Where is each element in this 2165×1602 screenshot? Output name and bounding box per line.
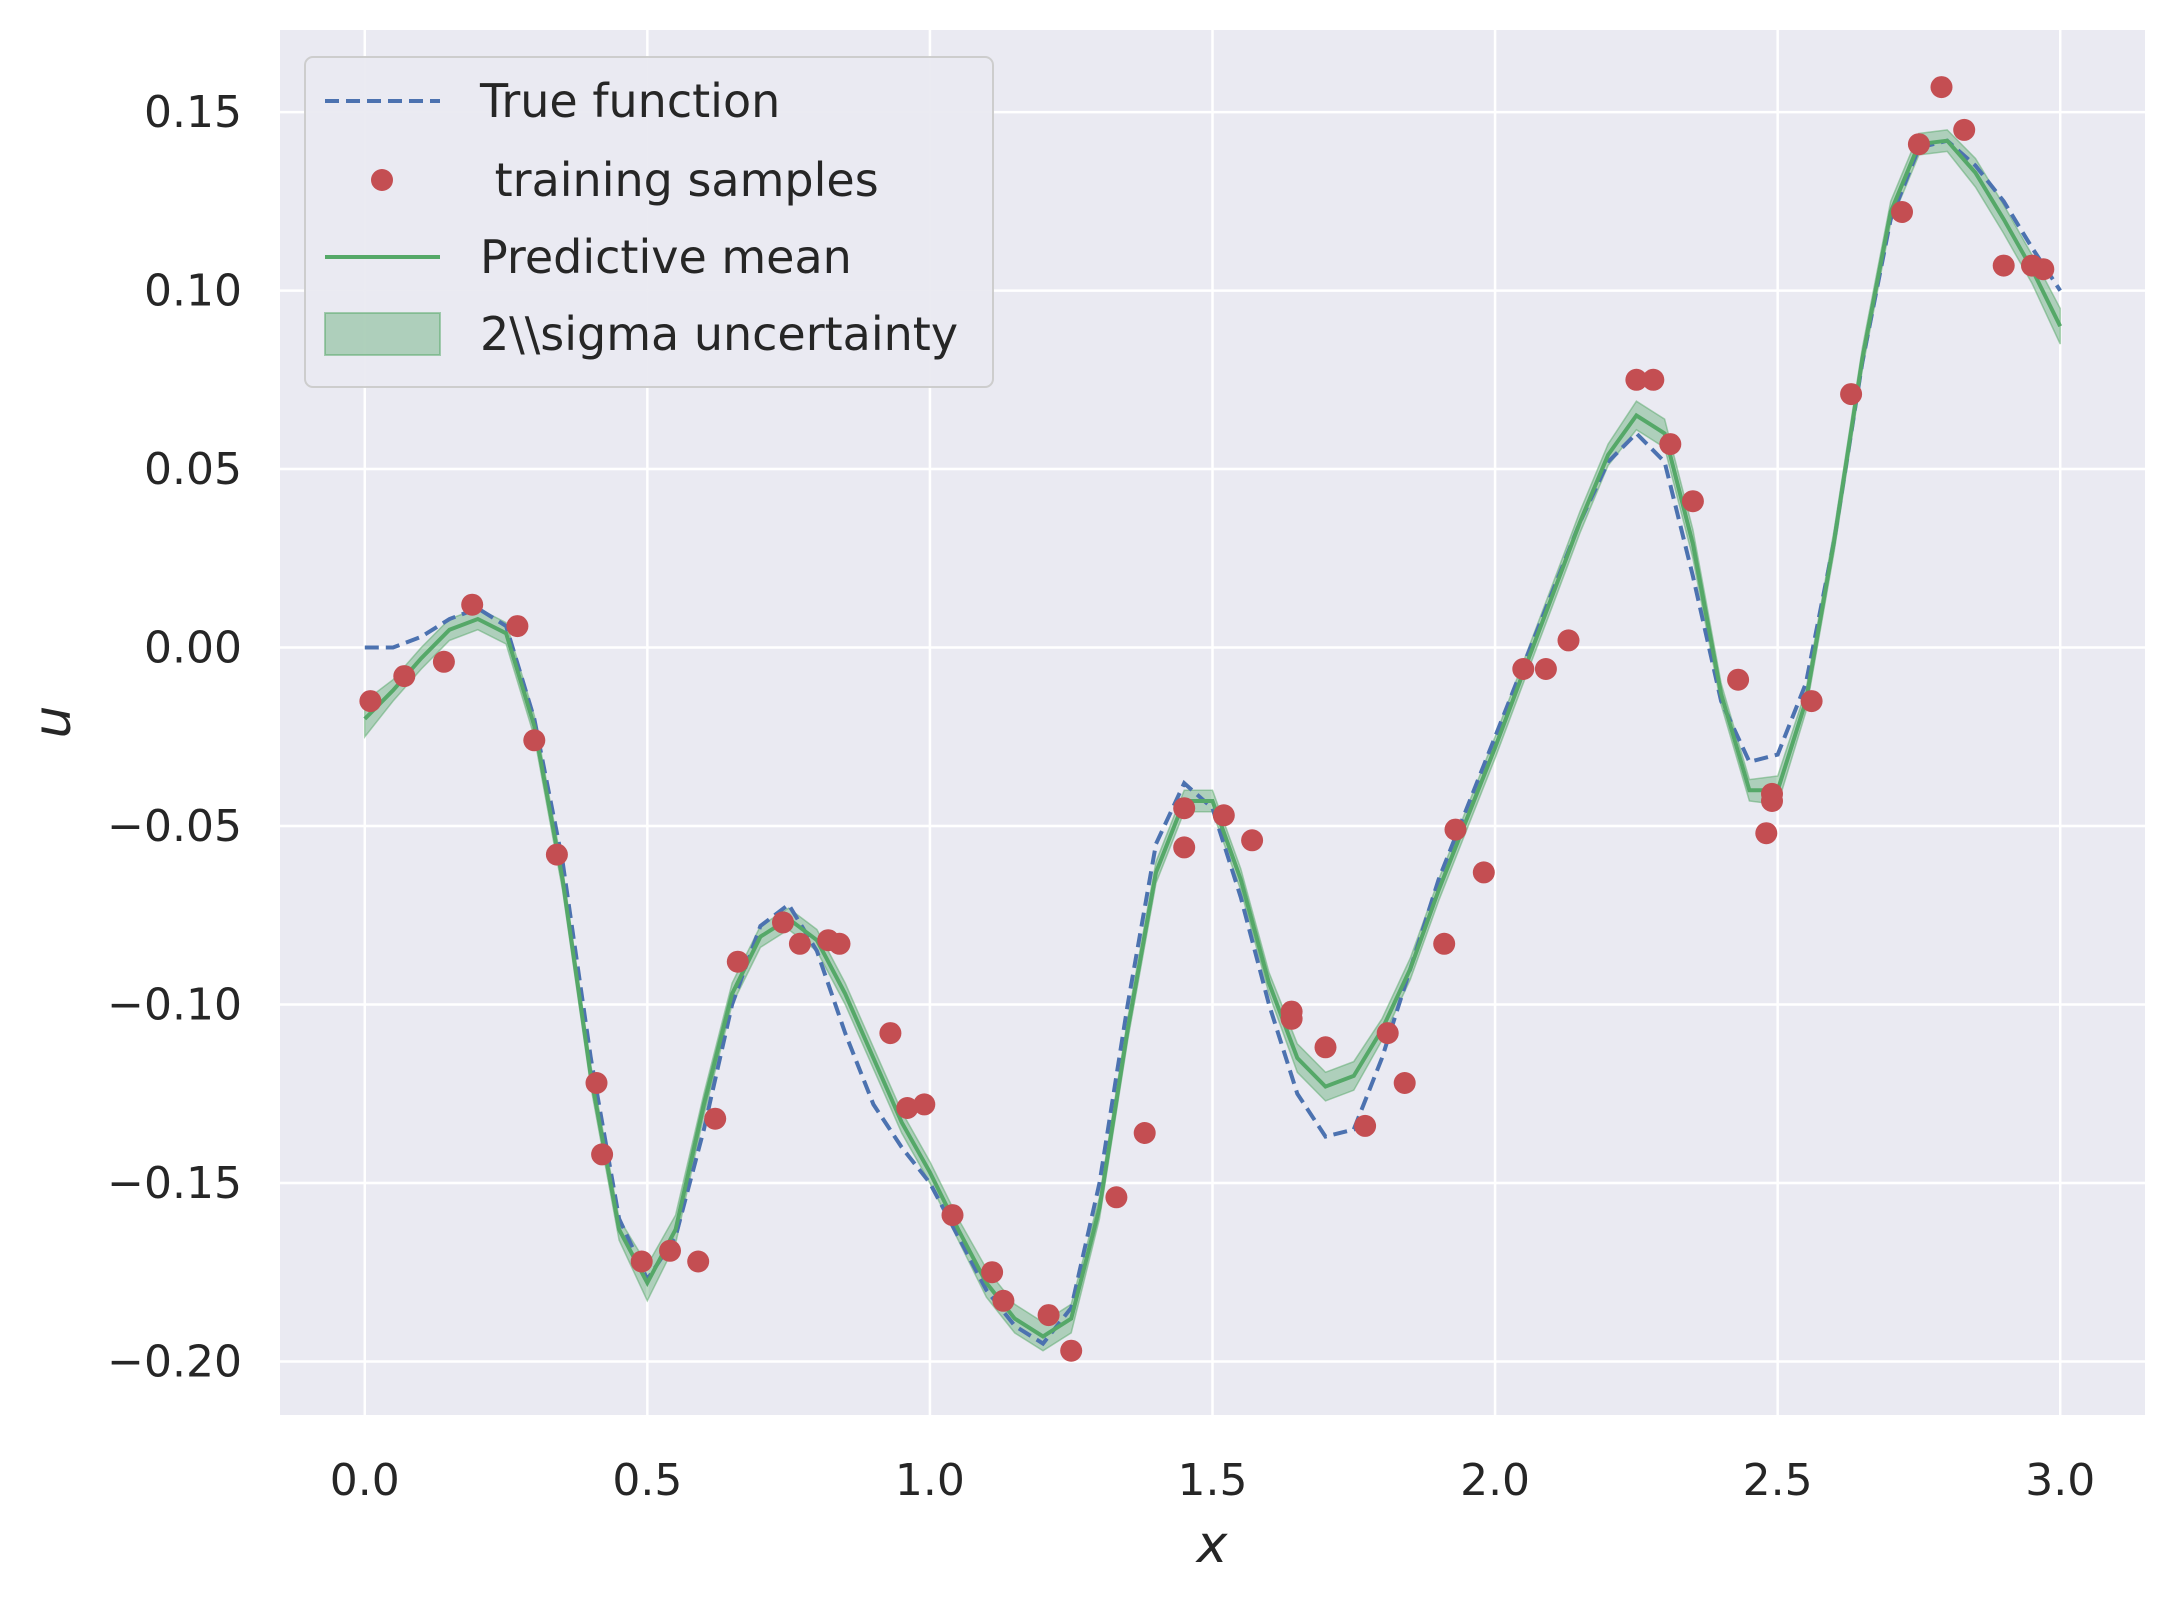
training-sample-point [1891, 201, 1913, 223]
uncertainty-band [364, 129, 2061, 1352]
training-sample-point [1800, 690, 1823, 713]
legend-box [304, 56, 994, 388]
training-sample-point [1755, 822, 1778, 845]
training-sample-point [1557, 629, 1580, 652]
training-sample-point [1512, 658, 1535, 680]
legend-training-samples-swatch [371, 169, 393, 191]
x-tick-label: 2.0 [1460, 1455, 1530, 1506]
training-sample-point [992, 1289, 1015, 1312]
training-sample-point [1393, 1072, 1416, 1094]
training-sample-point [1314, 1036, 1337, 1059]
y-tick-label: 0.15 [144, 87, 242, 138]
training-sample-point [461, 593, 484, 616]
training-sample-point [1241, 829, 1264, 852]
training-sample-point [726, 950, 749, 973]
training-sample-point [659, 1239, 681, 1262]
y-tick-label: −0.05 [107, 801, 242, 852]
training-sample-point [896, 1097, 919, 1119]
y-tick-label: 0.10 [144, 266, 242, 317]
legend: True function training samples Predictiv… [304, 56, 994, 388]
training-sample-point [913, 1093, 936, 1116]
training-sample-point [1060, 1339, 1083, 1362]
training-sample-point [687, 1250, 710, 1273]
training-sample-point [981, 1261, 1004, 1284]
training-sample-point [1761, 790, 1783, 812]
training-sample-point [1105, 1186, 1128, 1209]
training-sample-point [828, 932, 851, 955]
training-sample-point [2032, 258, 2055, 281]
training-sample-point [591, 1143, 614, 1166]
y-tick-label: −0.15 [107, 1158, 242, 1209]
training-sample-point [432, 650, 455, 673]
training-sample-point [879, 1022, 902, 1045]
training-sample-point [788, 932, 811, 955]
x-tick-label: 1.0 [895, 1455, 965, 1506]
training-sample-point [1642, 368, 1665, 391]
training-sample-point [1534, 658, 1557, 680]
training-sample-point [1376, 1022, 1399, 1045]
training-sample-point [1727, 668, 1750, 691]
training-sample-point [1992, 254, 2015, 277]
training-sample-point [1037, 1304, 1060, 1327]
training-sample-point [1212, 804, 1235, 827]
legend-uncertainty-swatch [324, 312, 441, 356]
y-tick-label: −0.20 [107, 1336, 242, 1387]
y-tick-label: 0.05 [144, 444, 242, 495]
training-sample-point [393, 665, 416, 688]
training-sample-point [941, 1204, 964, 1227]
legend-predictive-mean-label: Predictive mean [480, 230, 852, 284]
training-sample-point [1280, 1000, 1303, 1023]
training-sample-point [1173, 836, 1196, 859]
training-sample-point [1444, 818, 1467, 841]
training-sample-point [1625, 368, 1648, 391]
training-sample-point [359, 690, 382, 713]
y-axis-title: u [23, 706, 83, 739]
x-tick-label: 3.0 [2025, 1455, 2095, 1506]
x-tick-label: 0.0 [330, 1455, 400, 1506]
legend-uncertainty-label: 2\\sigma uncertainty [480, 307, 958, 361]
training-sample-point [630, 1250, 653, 1273]
training-sample-point [1659, 433, 1682, 456]
tick-labels: 0.0 0.5 1.0 1.5 2.0 2.5 3.0 −0.20 −0.15 −0.10 −0.0… [107, 87, 2095, 1506]
training-sample-point [523, 729, 546, 752]
legend-training-samples-label: training samples [480, 153, 879, 207]
training-sample-point [1433, 932, 1456, 955]
training-sample-point [1173, 797, 1196, 820]
uncertainty-band-layer [364, 129, 2061, 1352]
training-sample-point [1354, 1114, 1377, 1137]
training-sample-point [1840, 383, 1863, 406]
training-sample-point [1907, 133, 1930, 156]
training-sample-point [1681, 490, 1704, 513]
x-tick-label: 1.5 [1178, 1455, 1248, 1506]
legend-true-function-label: True function [479, 74, 780, 128]
y-tick-label: 0.00 [144, 623, 242, 674]
y-tick-label: −0.10 [107, 979, 242, 1030]
training-sample-point [1133, 1122, 1156, 1144]
training-samples-layer [359, 76, 2055, 1362]
training-sample-point [1472, 861, 1495, 884]
training-sample-point [585, 1072, 608, 1094]
training-sample-point [545, 843, 568, 866]
x-tick-label: 2.5 [1743, 1455, 1813, 1506]
training-sample-point [1953, 118, 1976, 141]
training-sample-point [704, 1107, 727, 1130]
training-sample-point [506, 615, 529, 638]
training-sample-point [1930, 76, 1953, 99]
x-axis-title: x [1195, 1515, 1229, 1575]
x-tick-label: 0.5 [612, 1455, 682, 1506]
training-sample-point [772, 911, 794, 934]
